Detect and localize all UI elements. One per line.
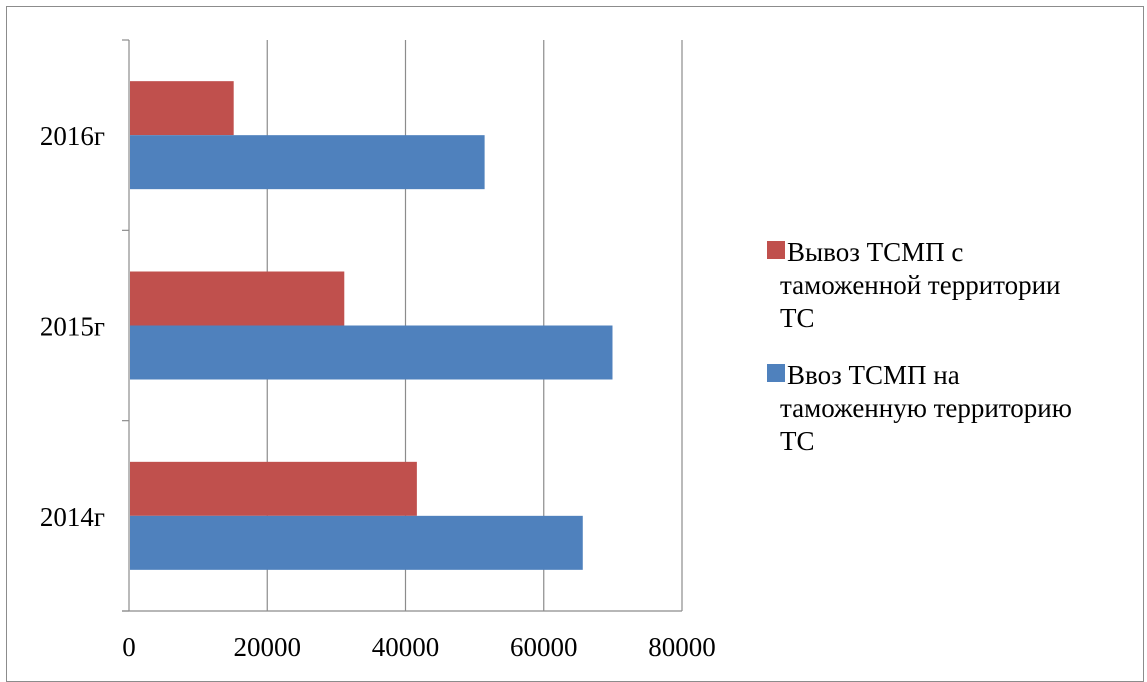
legend-swatch <box>767 241 785 259</box>
tick-labels: 0 20000 40000 60000 80000 2014г 2015г 2016г <box>40 121 716 662</box>
x-tick-label: 80000 <box>648 632 716 662</box>
legend-label: Ввоз ТСМП на <box>787 360 960 390</box>
legend-label: таможенной территории <box>780 270 1060 300</box>
y-tick-label: 2016г <box>40 121 105 151</box>
axes <box>122 39 682 612</box>
y-tick-label: 2015г <box>40 312 105 342</box>
bar-export-2016г <box>130 81 234 136</box>
bars <box>130 81 613 570</box>
x-tick-label: 40000 <box>372 632 440 662</box>
legend-label: таможенную территорию <box>780 393 1072 423</box>
legend-label: Вывоз ТСМП с <box>787 237 963 267</box>
x-tick-label: 20000 <box>234 632 302 662</box>
x-tick-label: 0 <box>122 632 136 662</box>
bar-import-2015г <box>130 325 613 380</box>
y-tick-label: 2014г <box>40 502 105 532</box>
legend-label: ТС <box>780 303 815 333</box>
legend-swatch <box>767 364 785 382</box>
bar-export-2014г <box>130 461 417 516</box>
bar-import-2016г <box>130 135 485 190</box>
bar-import-2014г <box>130 515 583 570</box>
x-tick-label: 60000 <box>510 632 578 662</box>
bar-export-2015г <box>130 271 345 326</box>
legend-label: ТС <box>780 426 815 456</box>
